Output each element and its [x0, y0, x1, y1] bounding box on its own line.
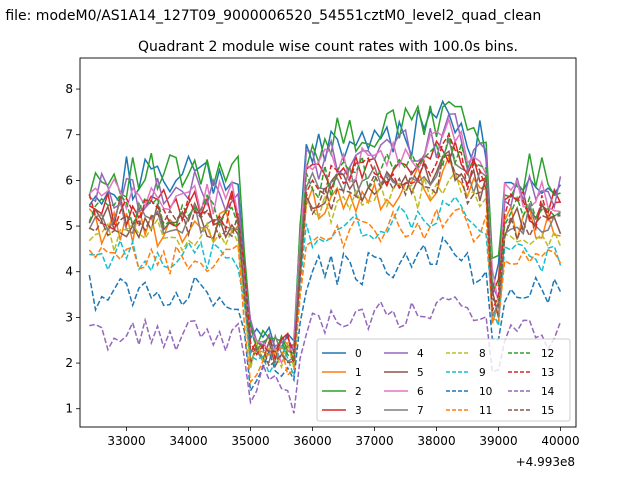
x-tick-label: 37000 — [355, 434, 393, 448]
legend-label: 0 — [355, 348, 362, 360]
legend-label: 2 — [355, 386, 362, 398]
plot-frame — [79, 57, 577, 428]
series-line — [88, 113, 562, 353]
y-tick-label: 4 — [65, 265, 73, 279]
y-axis: 1 2 3 4 5 6 7 8 — [65, 82, 80, 416]
x-tick-label: 40000 — [541, 434, 579, 448]
y-tick-label: 6 — [65, 173, 73, 187]
legend-label: 13 — [541, 367, 554, 379]
y-tick-label: 8 — [65, 82, 73, 96]
legend-label: 8 — [479, 348, 486, 360]
x-tick-label: 39000 — [479, 434, 517, 448]
legend-box — [316, 338, 571, 422]
legend-label: 5 — [417, 367, 424, 379]
series-line — [88, 99, 562, 350]
series-line — [88, 235, 562, 394]
plot-lines — [88, 99, 562, 414]
series-line — [88, 154, 561, 368]
legend-label: 15 — [541, 405, 554, 417]
chart-suptitle: n file: modeM0/AS1A14_127T09_9000006520_… — [0, 8, 541, 24]
legend-label: 6 — [417, 386, 424, 398]
series-line — [88, 100, 561, 358]
legend-label: 9 — [479, 367, 486, 379]
y-tick-label: 2 — [65, 356, 73, 370]
legend-label: 7 — [417, 405, 424, 417]
series-line — [89, 296, 562, 414]
legend-label: 12 — [541, 348, 554, 360]
legend-label: 10 — [479, 386, 492, 398]
x-tick-label: 38000 — [417, 434, 455, 448]
y-tick-label: 7 — [65, 128, 73, 142]
y-tick-label: 3 — [65, 310, 73, 324]
legend-label: 11 — [479, 405, 492, 417]
series-line — [88, 132, 561, 361]
series-line — [88, 171, 562, 370]
series-line — [88, 149, 562, 369]
x-tick-label: 33000 — [107, 434, 145, 448]
y-tick-label: 1 — [65, 402, 73, 416]
series-line — [88, 138, 562, 368]
chart-title: Quadrant 2 module wise count rates with … — [138, 39, 518, 55]
legend-label: 4 — [417, 348, 424, 360]
x-offset-label: +4.993e8 — [516, 455, 575, 469]
legend-label: 14 — [541, 386, 555, 398]
x-tick-label: 36000 — [293, 434, 331, 448]
legend-label: 1 — [355, 367, 362, 379]
y-tick-label: 5 — [65, 219, 73, 233]
x-tick-label: 34000 — [169, 434, 207, 448]
series-line — [88, 132, 561, 356]
legend-label: 3 — [355, 405, 362, 417]
x-axis: 33000 34000 35000 36000 37000 38000 39000 40000 — [107, 427, 580, 448]
series-line — [88, 207, 562, 384]
x-tick-label: 35000 — [231, 434, 269, 448]
